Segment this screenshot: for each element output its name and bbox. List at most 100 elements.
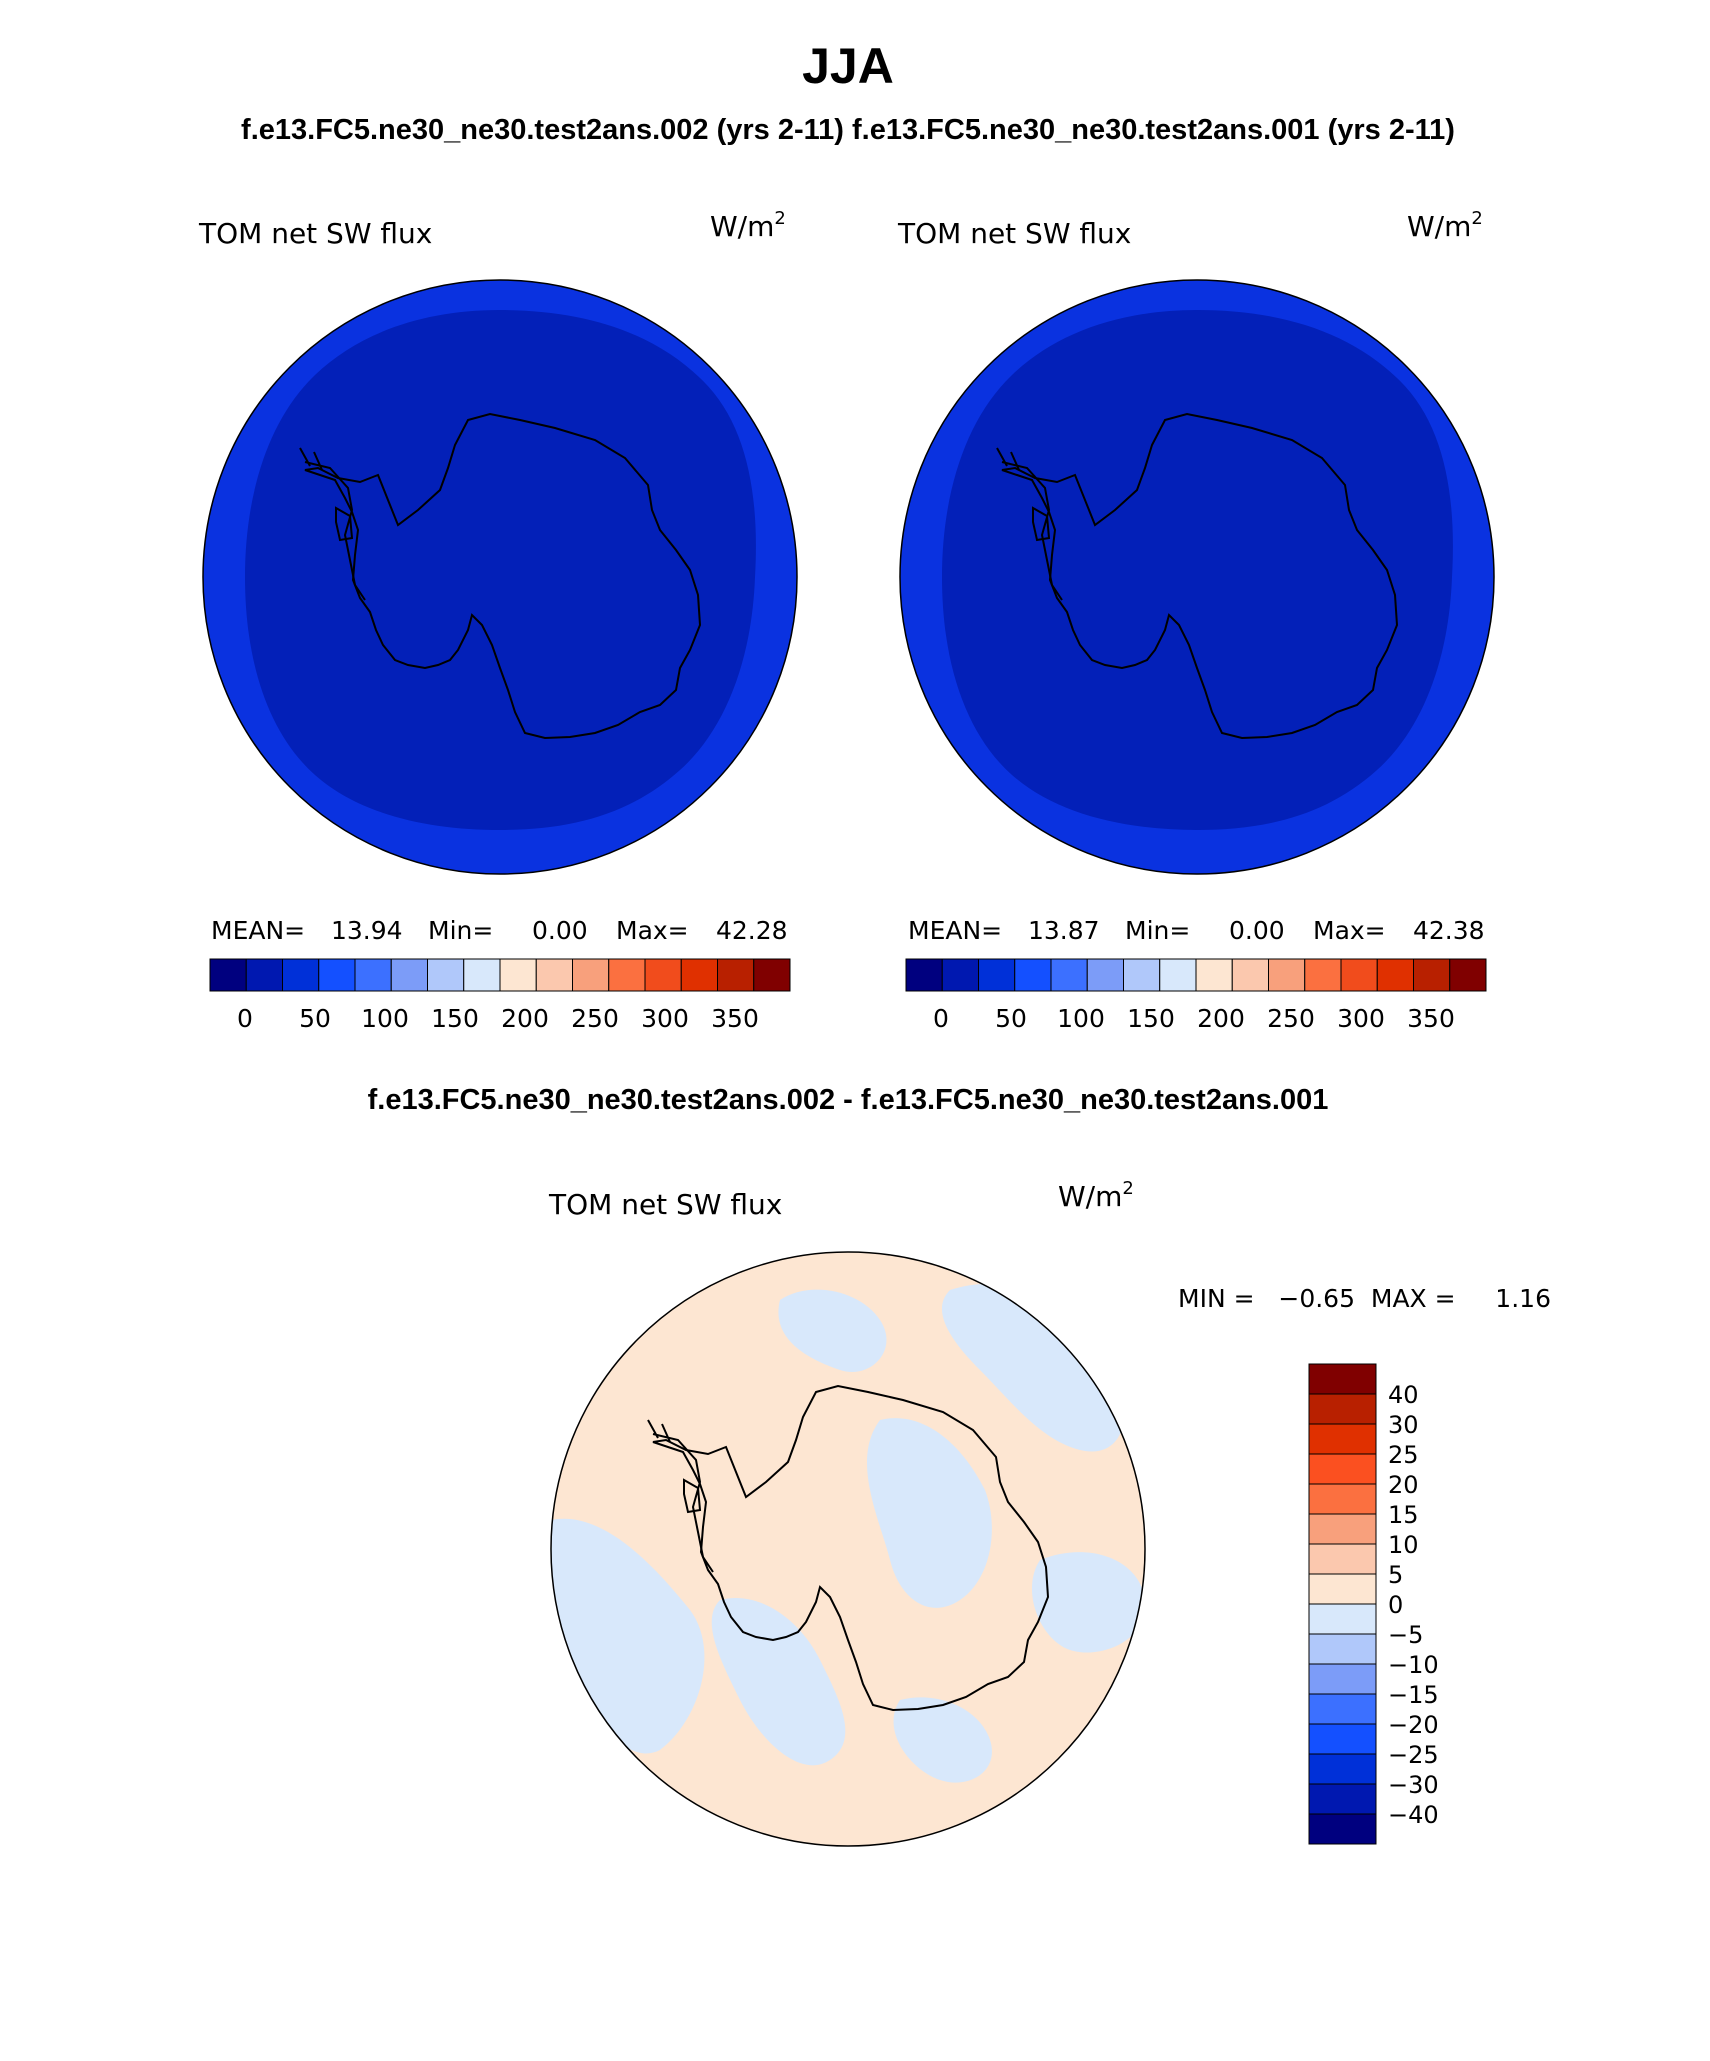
panel-2-max-value: 42.38 [1413,916,1485,945]
diff-panel: TOM net SW flux W/m2 MIN = −0.65 MAX = 1… [548,1178,1551,1847]
colorbar-tick-label: 250 [1267,1004,1315,1033]
diff-colorbar-swatch [1308,1573,1377,1605]
colorbar-swatch [941,958,979,992]
colorbar-swatch [1268,958,1306,992]
diff-map-border [550,1251,1146,1847]
panel-1-map-border [202,279,798,875]
panel-2-min-label: Min= [1125,916,1190,945]
page-title: JJA [802,38,894,94]
diff-colorbar-tick-label: −15 [1388,1681,1439,1709]
diff-colorbar-swatch [1308,1633,1377,1665]
colorbar-swatch [753,958,791,992]
colorbar-swatch [1413,958,1451,992]
panel-1-colorbar: 0 50 100 150 200 250 300 350 [209,958,791,1033]
diff-peninsula-detail [647,1419,714,1573]
colorbar-swatch [1231,958,1269,992]
panel-2-variable: TOM net SW flux [897,217,1131,250]
colorbar-tick-label: 100 [361,1004,409,1033]
colorbar-swatch [318,958,356,992]
diff-colorbar-swatch [1308,1753,1377,1785]
diff-colorbar-swatch [1308,1453,1377,1485]
diff-colorbar-swatch [1308,1783,1377,1815]
colorbar-swatch [245,958,283,992]
colorbar-swatch [390,958,428,992]
colorbar-swatch [1449,958,1487,992]
diff-colorbar-tick-label: −40 [1388,1801,1439,1829]
diff-colorbar-swatch [1308,1723,1377,1755]
colorbar-tick-label: 100 [1057,1004,1105,1033]
panel-2-mean-label: MEAN= [908,916,1002,945]
colorbar-swatch [717,958,755,992]
panel-2-stats: MEAN= 13.87 Min= 0.00 Max= 42.38 [908,916,1485,945]
colorbar-tick-label: 350 [711,1004,759,1033]
diff-colorbar-tick-label: 5 [1388,1561,1403,1589]
diff-colorbar-swatch [1308,1693,1377,1725]
colorbar-swatch [209,958,247,992]
diff-colorbar-tick-label: 0 [1388,1591,1403,1619]
panel-1-mean-value: 13.94 [331,916,403,945]
panel-2-min-value: 0.00 [1229,916,1285,945]
diff-colorbar-swatch [1308,1513,1377,1545]
colorbar-tick-label: 300 [1337,1004,1385,1033]
diff-colorbar-tick-label: −20 [1388,1711,1439,1739]
page-subtitle: f.e13.FC5.ne30_ne30.test2ans.002 (yrs 2-… [241,114,1455,146]
panel-1-max-label: Max= [616,916,689,945]
panel-1-units: W/m2 [710,208,786,243]
panel-2-mean-value: 13.87 [1028,916,1100,945]
panel-2-antarctica-coastline [1001,412,1399,740]
panel-1-inner-field [245,310,756,830]
panel-1-max-value: 42.28 [716,916,788,945]
colorbar-tick-label: 250 [571,1004,619,1033]
colorbar-swatch [1376,958,1414,992]
diff-negative-area-interior [867,1418,992,1608]
panel-2-inner-field [942,310,1453,830]
diff-units-exp: 2 [1122,1178,1133,1199]
colorbar-tick-label: 0 [237,1004,253,1033]
panel-1-stats: MEAN= 13.94 Min= 0.00 Max= 42.28 [211,916,788,945]
colorbar-swatch [1159,958,1197,992]
colorbar-swatch [354,958,392,992]
colorbar-swatch [1304,958,1342,992]
diff-colorbar-swatch [1308,1483,1377,1515]
diff-colorbar-swatch [1308,1813,1377,1845]
diff-positive-field [551,1252,1145,1846]
panel-1-units-base: W/m [710,210,774,243]
colorbar-swatch [1086,958,1124,992]
colorbar-swatch [1340,958,1378,992]
colorbar-tick-label: 200 [1197,1004,1245,1033]
diff-colorbar-tick-label: 30 [1388,1411,1419,1439]
panel-1: TOM net SW flux W/m2 MEAN= 13.94 Min= 0.… [198,208,798,1033]
diff-negative-area-se [893,1697,992,1783]
colorbar-tick-label: 50 [299,1004,331,1033]
colorbar-swatch [535,958,573,992]
colorbar-swatch [1014,958,1052,992]
diff-minmax: MIN = −0.65 MAX = 1.16 [1178,1284,1551,1313]
diff-title: f.e13.FC5.ne30_ne30.test2ans.002 - f.e13… [368,1084,1329,1116]
diff-units-base: W/m [1058,1180,1122,1213]
diff-units: W/m2 [1058,1178,1134,1213]
panel-1-min-label: Min= [428,916,493,945]
diff-colorbar-swatch [1308,1363,1377,1395]
diff-negative-area-east [1032,1552,1145,1653]
panel-2-units-base: W/m [1407,210,1471,243]
diff-negative-area-south [711,1598,846,1766]
colorbar-tick-label: 200 [501,1004,549,1033]
diff-colorbar-tick-label: −10 [1388,1651,1439,1679]
diff-colorbar-tick-label: −25 [1388,1741,1439,1769]
colorbar-tick-label: 0 [933,1004,949,1033]
colorbar-swatch [1050,958,1088,992]
panel-1-map [203,280,797,874]
panel-2-units: W/m2 [1407,208,1483,243]
diff-colorbar-tick-label: 15 [1388,1501,1419,1529]
colorbar-tick-label: 150 [1127,1004,1175,1033]
diff-colorbar-tick-label: 20 [1388,1471,1419,1499]
diff-colorbar-swatch [1308,1663,1377,1695]
colorbar-swatch [427,958,465,992]
panel-2-max-label: Max= [1313,916,1386,945]
colorbar-swatch [905,958,943,992]
colorbar-swatch [499,958,537,992]
panel-1-peninsula-detail [299,447,366,601]
colorbar-tick-label: 300 [641,1004,689,1033]
